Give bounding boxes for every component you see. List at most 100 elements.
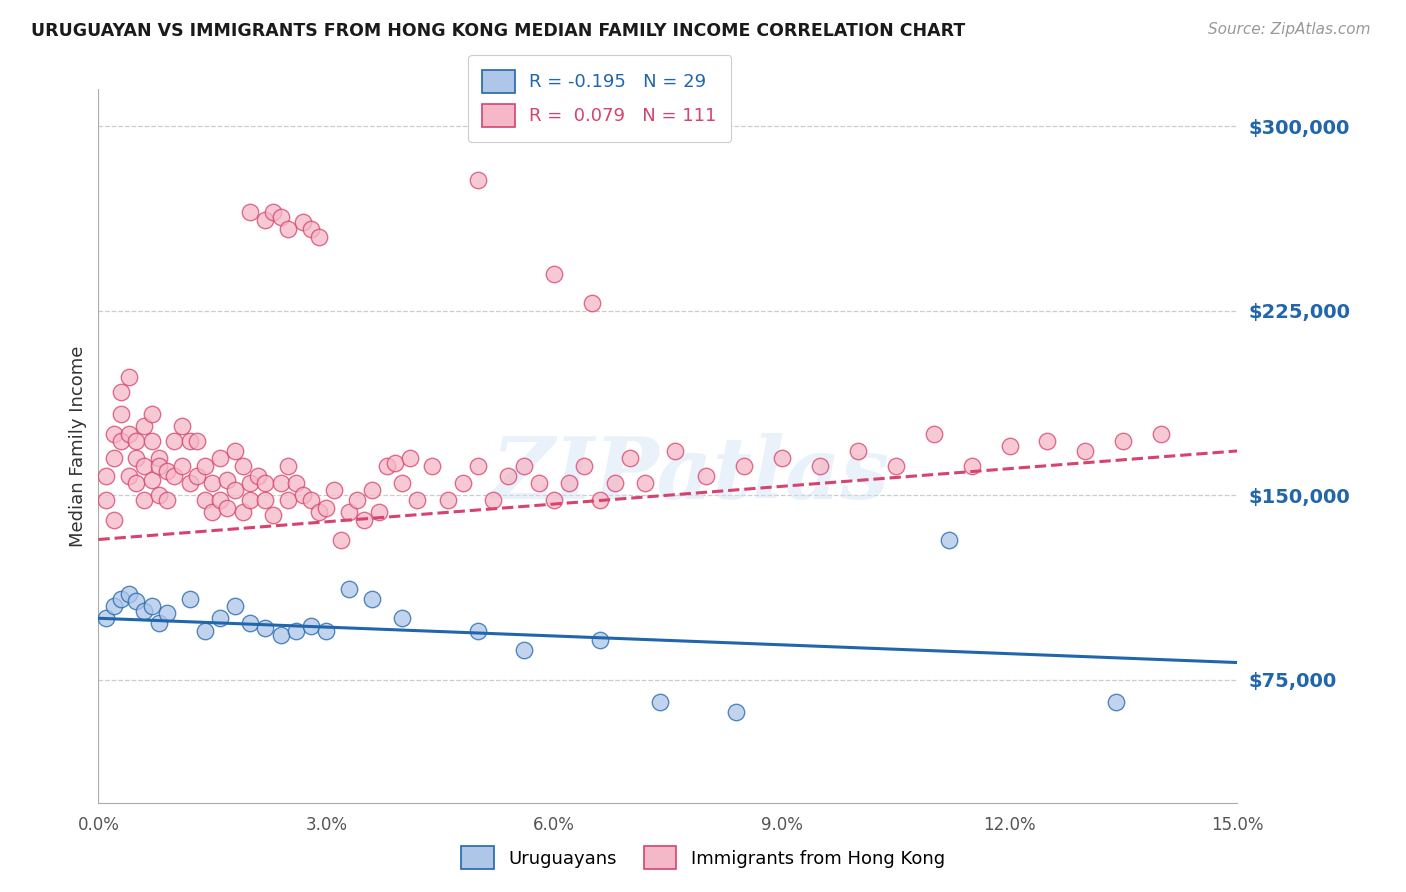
Point <box>201 475 224 490</box>
Point <box>512 458 534 473</box>
Text: ZIPatlas: ZIPatlas <box>492 433 890 516</box>
Legend: Uruguayans, Immigrants from Hong Kong: Uruguayans, Immigrants from Hong Kong <box>453 838 953 879</box>
Point <box>217 500 239 515</box>
Legend: R = -0.195   N = 29, R =  0.079   N = 111: R = -0.195 N = 29, R = 0.079 N = 111 <box>468 55 731 142</box>
Point <box>254 212 277 227</box>
Point <box>110 591 132 606</box>
Point <box>232 505 254 519</box>
Point <box>1036 434 1059 448</box>
Point <box>512 643 534 657</box>
Point <box>246 468 269 483</box>
Point <box>118 587 141 601</box>
Point <box>163 468 186 483</box>
Point <box>208 611 231 625</box>
Point <box>232 458 254 473</box>
Point <box>208 451 231 466</box>
Point <box>194 493 217 508</box>
Point <box>277 222 299 236</box>
Point <box>308 505 330 519</box>
Point <box>239 616 262 631</box>
Point <box>132 493 155 508</box>
Point <box>103 599 125 613</box>
Point <box>110 434 132 448</box>
Point <box>938 533 960 547</box>
Point <box>292 488 315 502</box>
Point <box>110 384 132 399</box>
Point <box>467 624 489 638</box>
Point <box>132 604 155 618</box>
Point <box>103 513 125 527</box>
Point <box>299 493 322 508</box>
Point <box>1105 695 1128 709</box>
Point <box>132 419 155 434</box>
Point <box>125 475 148 490</box>
Point <box>141 599 163 613</box>
Point <box>467 458 489 473</box>
Point <box>224 483 246 498</box>
Point <box>148 451 170 466</box>
Point <box>581 296 603 310</box>
Point <box>125 594 148 608</box>
Point <box>733 458 755 473</box>
Point <box>277 493 299 508</box>
Point <box>322 483 344 498</box>
Text: URUGUAYAN VS IMMIGRANTS FROM HONG KONG MEDIAN FAMILY INCOME CORRELATION CHART: URUGUAYAN VS IMMIGRANTS FROM HONG KONG M… <box>31 22 965 40</box>
Point <box>94 611 117 625</box>
Point <box>156 464 179 478</box>
Point <box>141 434 163 448</box>
Point <box>277 458 299 473</box>
Point <box>664 444 686 458</box>
Point <box>270 210 292 224</box>
Point <box>141 407 163 421</box>
Point <box>194 458 217 473</box>
Point <box>118 468 141 483</box>
Point <box>125 434 148 448</box>
Point <box>467 173 489 187</box>
Point <box>179 475 201 490</box>
Point <box>588 493 610 508</box>
Point <box>179 434 201 448</box>
Point <box>498 468 520 483</box>
Point <box>254 493 277 508</box>
Point <box>270 628 292 642</box>
Point <box>1112 434 1135 448</box>
Point <box>118 426 141 441</box>
Point <box>588 633 610 648</box>
Point <box>148 458 170 473</box>
Point <box>960 458 983 473</box>
Point <box>922 426 945 441</box>
Point <box>186 434 208 448</box>
Point <box>262 205 284 219</box>
Text: Source: ZipAtlas.com: Source: ZipAtlas.com <box>1208 22 1371 37</box>
Point <box>94 493 117 508</box>
Point <box>451 475 474 490</box>
Point <box>110 407 132 421</box>
Point <box>299 222 322 236</box>
Point <box>406 493 429 508</box>
Point <box>360 591 382 606</box>
Point <box>725 705 748 719</box>
Point <box>103 426 125 441</box>
Point <box>482 493 505 508</box>
Point <box>398 451 420 466</box>
Point <box>527 475 550 490</box>
Point <box>315 500 337 515</box>
Point <box>808 458 831 473</box>
Point <box>422 458 444 473</box>
Point <box>239 475 262 490</box>
Point <box>94 468 117 483</box>
Point <box>353 513 375 527</box>
Point <box>558 475 581 490</box>
Point <box>262 508 284 522</box>
Point <box>132 458 155 473</box>
Point <box>375 458 398 473</box>
Point <box>186 468 208 483</box>
Point <box>337 582 360 596</box>
Point <box>148 616 170 631</box>
Point <box>284 624 307 638</box>
Point <box>1074 444 1097 458</box>
Point <box>156 607 179 621</box>
Point <box>574 458 596 473</box>
Point <box>391 611 413 625</box>
Point <box>148 488 170 502</box>
